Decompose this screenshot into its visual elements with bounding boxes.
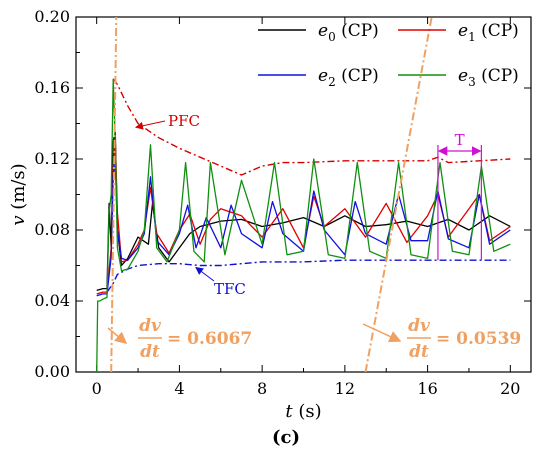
legend-symbol: e — [318, 21, 328, 41]
legend-symbol: e — [458, 66, 468, 86]
pfc-label: PFC — [168, 112, 200, 130]
x-axis-symbol: t — [285, 401, 293, 422]
legend-symbol: e — [458, 21, 468, 41]
slope-line-1 — [110, 17, 118, 372]
x-tick-label: 12 — [335, 379, 355, 398]
legend-suffix: (CP) — [476, 21, 519, 41]
legend-label-e3: e3 (CP) — [458, 66, 519, 89]
slope-value-1: = 0.6067 — [167, 329, 252, 349]
x-tick-label: 8 — [257, 379, 267, 398]
legend-subscript: 0 — [328, 30, 336, 44]
pfc-arrow — [134, 120, 166, 130]
legend-subscript: 1 — [468, 30, 476, 44]
legend-label-e1: e1 (CP) — [458, 21, 519, 44]
x-axis-title: t (s) — [285, 401, 321, 422]
slope-numerator-2: dv — [408, 316, 431, 336]
y-tick-label: 0.12 — [34, 149, 70, 168]
y-tick-label: 0.20 — [34, 7, 70, 26]
legend-subscript: 2 — [328, 75, 336, 89]
tfc-label: TFC — [214, 280, 246, 298]
series-line-e3 — [96, 78, 511, 372]
slope-line-2 — [364, 17, 433, 372]
y-axis-unit: (m/s) — [8, 163, 29, 215]
series-line-e0 — [96, 131, 511, 292]
legend-suffix: (CP) — [476, 66, 519, 86]
y-axis-title: v (m/s) — [8, 163, 29, 225]
y-axis-symbol: v — [8, 215, 29, 225]
slope-denominator-1: dt — [140, 342, 160, 362]
legend-label-e0: e0 (CP) — [318, 21, 379, 44]
legend: e0 (CP) e1 (CP)e2 (CP) e3 (CP) — [258, 21, 519, 89]
legend-symbol: e — [318, 66, 328, 86]
legend-label-e2: e2 (CP) — [318, 66, 379, 89]
tfc-arrow — [195, 266, 215, 282]
slope-value-2: = 0.0539 — [436, 329, 521, 349]
x-axis-unit: (s) — [293, 401, 322, 422]
envelope-tfc — [106, 259, 511, 293]
y-tick-label: 0.16 — [34, 78, 70, 97]
legend-suffix: (CP) — [336, 66, 379, 86]
x-tick-label: 4 — [174, 379, 184, 398]
period-label: T — [455, 131, 465, 149]
y-tick-label: 0.08 — [34, 220, 70, 239]
legend-subscript: 3 — [468, 75, 476, 89]
panel-label: (c) — [272, 427, 300, 448]
slope-denominator-2: dt — [409, 342, 429, 362]
axes-layer: 0 4 8 12 16 200.000.040.080.120.160.20t (s)v … — [8, 7, 531, 422]
slope-arrow-2 — [362, 323, 402, 343]
x-tick-label: 0 — [92, 379, 102, 398]
x-tick-label: 16 — [417, 379, 437, 398]
legend-suffix: (CP) — [336, 21, 379, 41]
slope-arrow-1 — [107, 327, 128, 344]
slope-numerator-1: dv — [139, 316, 162, 336]
series-line-e2 — [96, 161, 511, 297]
y-tick-label: 0.00 — [34, 362, 70, 381]
y-tick-label: 0.04 — [34, 291, 70, 310]
x-tick-label: 20 — [500, 379, 520, 398]
